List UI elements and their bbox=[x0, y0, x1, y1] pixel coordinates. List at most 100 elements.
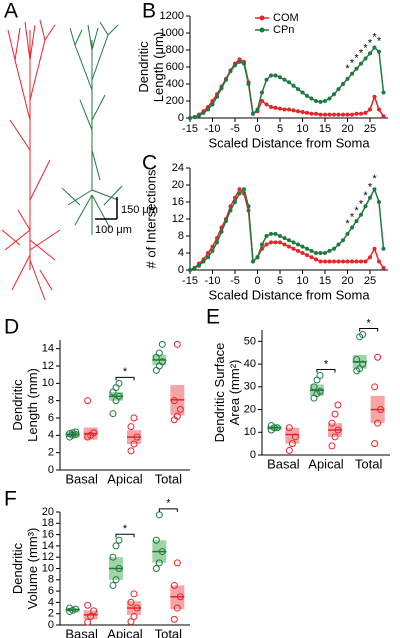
significance: * bbox=[372, 31, 377, 43]
point bbox=[173, 559, 181, 567]
point bbox=[84, 618, 92, 626]
y-tick-label: 0 bbox=[48, 619, 54, 631]
y-tick-label: 18 bbox=[42, 517, 54, 529]
y-tick-label: 10 bbox=[42, 377, 54, 389]
point bbox=[269, 73, 273, 78]
y-tick-label: 20 bbox=[42, 506, 54, 518]
point bbox=[215, 240, 219, 245]
point bbox=[372, 45, 377, 50]
point bbox=[269, 104, 273, 109]
y-tick-label: 12 bbox=[42, 551, 54, 563]
point bbox=[260, 242, 264, 247]
y-axis-label: Volume (mm³) bbox=[25, 528, 40, 610]
point bbox=[264, 102, 269, 107]
y-tick-label: 0 bbox=[178, 264, 184, 276]
point bbox=[372, 246, 377, 251]
x-tick-label: Total bbox=[355, 456, 383, 471]
y-tick-label: 4 bbox=[48, 596, 54, 608]
x-tick-label: 25 bbox=[364, 123, 376, 135]
point bbox=[130, 590, 138, 598]
point bbox=[170, 581, 178, 589]
x-tick-label: 10 bbox=[296, 275, 308, 287]
point bbox=[287, 107, 291, 112]
y-tick-label: 0 bbox=[48, 464, 54, 476]
x-tick-label: -5 bbox=[230, 275, 240, 287]
point bbox=[314, 99, 318, 103]
point bbox=[246, 204, 251, 209]
significance: * bbox=[345, 63, 350, 75]
point bbox=[228, 208, 233, 213]
y-tick-label: 600 bbox=[166, 61, 184, 73]
legend-marker bbox=[259, 27, 265, 33]
x-tick-label: 5 bbox=[277, 123, 283, 135]
significance-bracket bbox=[115, 533, 135, 538]
y-tick-label: 16 bbox=[42, 529, 54, 541]
point bbox=[282, 77, 287, 82]
point bbox=[260, 99, 264, 103]
point bbox=[130, 613, 138, 621]
point bbox=[374, 353, 382, 361]
point bbox=[327, 259, 332, 264]
significance: * bbox=[377, 36, 382, 48]
point bbox=[287, 238, 291, 243]
panel-label: F bbox=[4, 488, 17, 511]
point bbox=[176, 593, 184, 601]
point bbox=[87, 613, 95, 621]
point bbox=[264, 77, 269, 82]
point bbox=[158, 548, 166, 556]
scale-label: 150 μm bbox=[121, 204, 158, 216]
point bbox=[197, 113, 201, 118]
point bbox=[285, 424, 293, 432]
panel-label: B bbox=[142, 0, 156, 23]
point bbox=[345, 259, 350, 264]
point bbox=[309, 96, 314, 101]
point bbox=[359, 212, 363, 217]
point bbox=[377, 200, 381, 204]
y-tick-label: 8 bbox=[48, 395, 54, 407]
point bbox=[233, 200, 237, 204]
point bbox=[127, 618, 135, 626]
point bbox=[354, 259, 359, 264]
point bbox=[269, 240, 273, 245]
point bbox=[130, 414, 138, 422]
y-tick-label: 50 bbox=[244, 335, 256, 347]
significance-bracket bbox=[158, 508, 178, 512]
point bbox=[316, 387, 324, 395]
significance: * bbox=[350, 58, 355, 70]
point bbox=[152, 536, 160, 544]
point bbox=[188, 116, 192, 120]
point bbox=[336, 259, 341, 264]
point bbox=[328, 419, 336, 427]
x-tick-label: 15 bbox=[319, 275, 331, 287]
point bbox=[115, 536, 123, 544]
point bbox=[318, 112, 323, 117]
point bbox=[251, 259, 255, 264]
point bbox=[206, 107, 210, 112]
point bbox=[305, 253, 309, 258]
significance: * bbox=[359, 48, 364, 60]
point bbox=[127, 447, 135, 455]
legend-label: COM bbox=[273, 12, 299, 24]
x-tick-label: 10 bbox=[296, 123, 308, 135]
point bbox=[372, 94, 377, 99]
point bbox=[350, 225, 354, 230]
series-line bbox=[189, 188, 385, 271]
point bbox=[288, 440, 296, 448]
x-tick-label: Basal bbox=[267, 456, 300, 471]
point bbox=[197, 263, 201, 268]
point bbox=[192, 115, 197, 120]
y-tick-label: 40 bbox=[244, 358, 256, 370]
significance-bracket bbox=[316, 368, 336, 373]
point bbox=[354, 111, 359, 116]
point bbox=[242, 61, 246, 66]
significance: * bbox=[359, 199, 364, 211]
point bbox=[328, 442, 336, 450]
significance: * bbox=[123, 523, 128, 535]
point bbox=[155, 559, 163, 567]
point bbox=[269, 231, 273, 236]
significance: * bbox=[324, 358, 329, 370]
point bbox=[201, 110, 206, 115]
y-tick-label: 8 bbox=[48, 574, 54, 586]
panel-label: E bbox=[206, 306, 220, 329]
